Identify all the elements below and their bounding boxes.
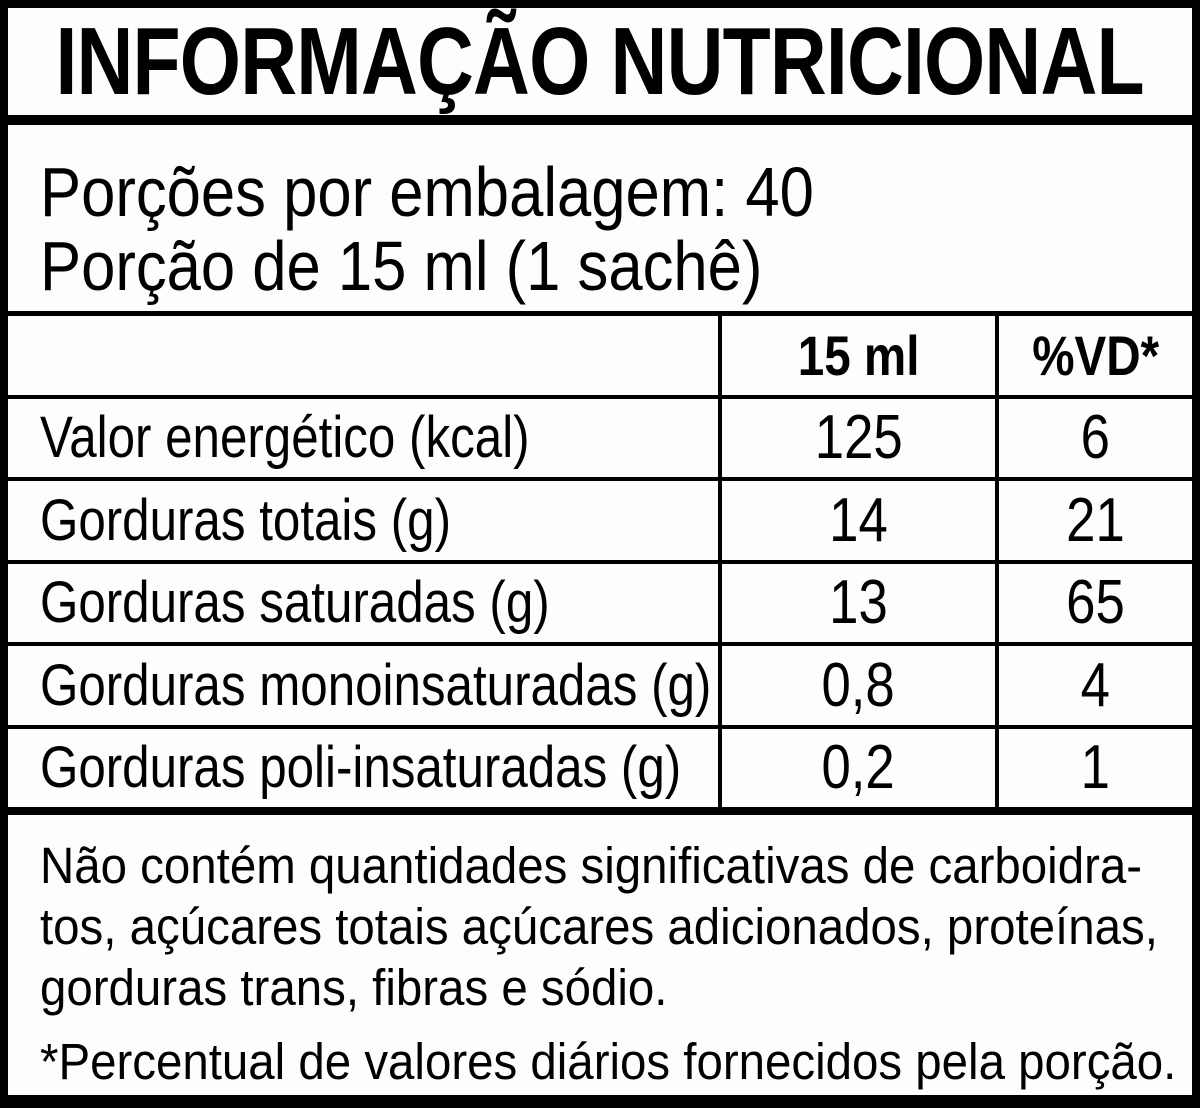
nutrient-name: Valor energético (kcal) (40, 405, 530, 471)
nutrient-dv: 6 (995, 398, 1192, 477)
serving-size: Porção de 15 ml (1 sachê) (40, 227, 763, 305)
daily-value-note: *Percentual de valores diários fornecido… (40, 1033, 1177, 1090)
nutrient-amount: 13 (718, 563, 995, 642)
nutrient-dv: 4 (995, 646, 1192, 725)
table-row-total-fat: Gorduras totais (g) 14 21 (8, 481, 1192, 564)
table-row-polyunsaturated-fat: Gorduras poli-insaturadas (g) 0,2 1 (8, 728, 1192, 807)
nutrient-name: Gorduras monoinsaturadas (g) (40, 652, 712, 718)
column-header-dv: %VD* (995, 316, 1192, 395)
column-header-blank (8, 316, 718, 395)
footnote: Não contém quantidades significativas de… (8, 815, 1192, 1095)
nutrient-amount: 125 (718, 398, 995, 477)
table-header-row: 15 ml %VD* (8, 316, 1192, 399)
serving-info: Porções por embalagem: 40 Porção de 15 m… (8, 125, 1192, 316)
footnote-line: tos, açúcares totais açúcares adicionado… (40, 898, 1158, 955)
servings-per-package: Porções por embalagem: 40 (40, 153, 814, 231)
nutrient-dv: 65 (995, 563, 1192, 642)
footnote-line: Não contém quantidades significativas de… (40, 837, 1143, 894)
label-title: INFORMAÇÃO NUTRICIONAL (55, 7, 1145, 115)
table-row-saturated-fat: Gorduras saturadas (g) 13 65 (8, 563, 1192, 646)
nutrient-amount: 0,2 (718, 728, 995, 807)
nutrient-name: Gorduras totais (g) (40, 487, 451, 553)
label-title-box: INFORMAÇÃO NUTRICIONAL (8, 8, 1192, 125)
nutrient-amount: 14 (718, 481, 995, 560)
nutrition-table: 15 ml %VD* Valor energético (kcal) 125 6… (8, 316, 1192, 815)
nutrient-name: Gorduras saturadas (g) (40, 570, 550, 636)
table-row-monounsaturated-fat: Gorduras monoinsaturadas (g) 0,8 4 (8, 646, 1192, 729)
column-header-amount: 15 ml (718, 316, 995, 395)
table-row-energy: Valor energético (kcal) 125 6 (8, 398, 1192, 481)
nutrient-amount: 0,8 (718, 646, 995, 725)
footnote-line: gorduras trans, fibras e sódio. (40, 959, 668, 1016)
nutrient-dv: 21 (995, 481, 1192, 560)
nutrient-dv: 1 (995, 728, 1192, 807)
nutrient-name: Gorduras poli-insaturadas (g) (40, 735, 682, 801)
